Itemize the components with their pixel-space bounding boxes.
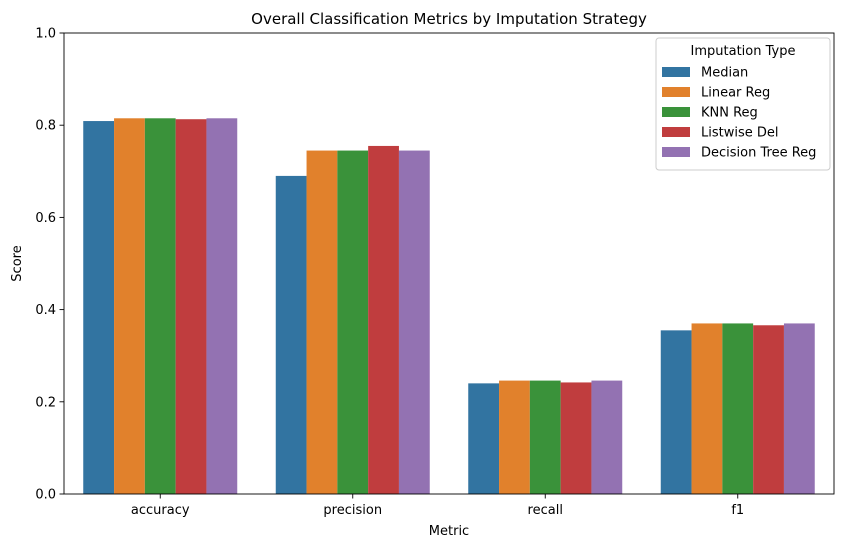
y-tick-label: 0.0 — [35, 488, 56, 503]
legend-swatch — [662, 67, 690, 77]
x-axis: accuracy precision recall f1 — [131, 494, 744, 518]
y-tick-label: 0.2 — [35, 395, 56, 410]
x-tick-label: f1 — [731, 503, 744, 518]
legend-label: KNN Reg — [701, 106, 758, 121]
bar-median-precision — [275, 175, 307, 494]
x-tick-label: precision — [323, 503, 382, 518]
bar-knn-reg-precision — [337, 150, 369, 494]
bar-listwise-del-accuracy — [175, 119, 207, 495]
bar-decision-tree-reg-recall — [591, 380, 623, 494]
legend-swatch — [662, 107, 690, 117]
bar-knn-reg-f1 — [722, 323, 754, 494]
bar-linear-reg-precision — [306, 150, 338, 494]
legend-swatch — [662, 147, 690, 157]
bar-decision-tree-reg-accuracy — [206, 118, 238, 494]
bars-group — [83, 118, 815, 495]
y-axis: 0.0 0.2 0.4 0.6 0.8 1.0 — [35, 27, 64, 503]
legend-items: Median Linear Reg KNN Reg Listwise Del Decis… — [662, 66, 816, 161]
legend-label: Decision Tree Reg — [701, 146, 816, 161]
y-tick-label: 0.6 — [35, 211, 56, 226]
bar-median-accuracy — [83, 121, 115, 495]
bar-linear-reg-f1 — [691, 323, 723, 494]
bar-decision-tree-reg-f1 — [783, 323, 815, 494]
x-tick-label: accuracy — [131, 503, 190, 518]
bar-knn-reg-accuracy — [144, 118, 176, 494]
bar-linear-reg-accuracy — [114, 118, 145, 494]
legend-swatch — [662, 127, 690, 137]
y-tick-label: 0.4 — [35, 303, 56, 318]
x-tick-label: recall — [528, 503, 563, 518]
bar-knn-reg-recall — [529, 380, 561, 494]
bar-linear-reg-recall — [499, 380, 530, 494]
legend-swatch — [662, 87, 690, 97]
y-tick-label: 0.8 — [35, 119, 56, 134]
legend: Imputation Type Median Linear Reg KNN Reg L… — [655, 37, 831, 171]
chart-title: Overall Classification Metrics by Imputa… — [251, 10, 647, 28]
x-axis-label: Metric — [429, 524, 469, 539]
legend-box — [655, 37, 831, 171]
legend-title: Imputation Type — [691, 44, 796, 59]
legend-label: Listwise Del — [701, 126, 779, 141]
legend-label: Linear Reg — [701, 86, 770, 101]
plot-frame — [63, 32, 835, 495]
legend-label: Median — [701, 66, 748, 81]
bar-decision-tree-reg-precision — [398, 150, 430, 494]
bar-listwise-del-f1 — [753, 325, 784, 494]
bar-median-recall — [468, 383, 500, 494]
bar-listwise-del-precision — [368, 145, 399, 494]
bar-listwise-del-recall — [560, 382, 592, 494]
y-tick-label: 1.0 — [35, 27, 56, 42]
y-axis-label: Score — [10, 245, 25, 281]
bar-median-f1 — [660, 330, 692, 494]
